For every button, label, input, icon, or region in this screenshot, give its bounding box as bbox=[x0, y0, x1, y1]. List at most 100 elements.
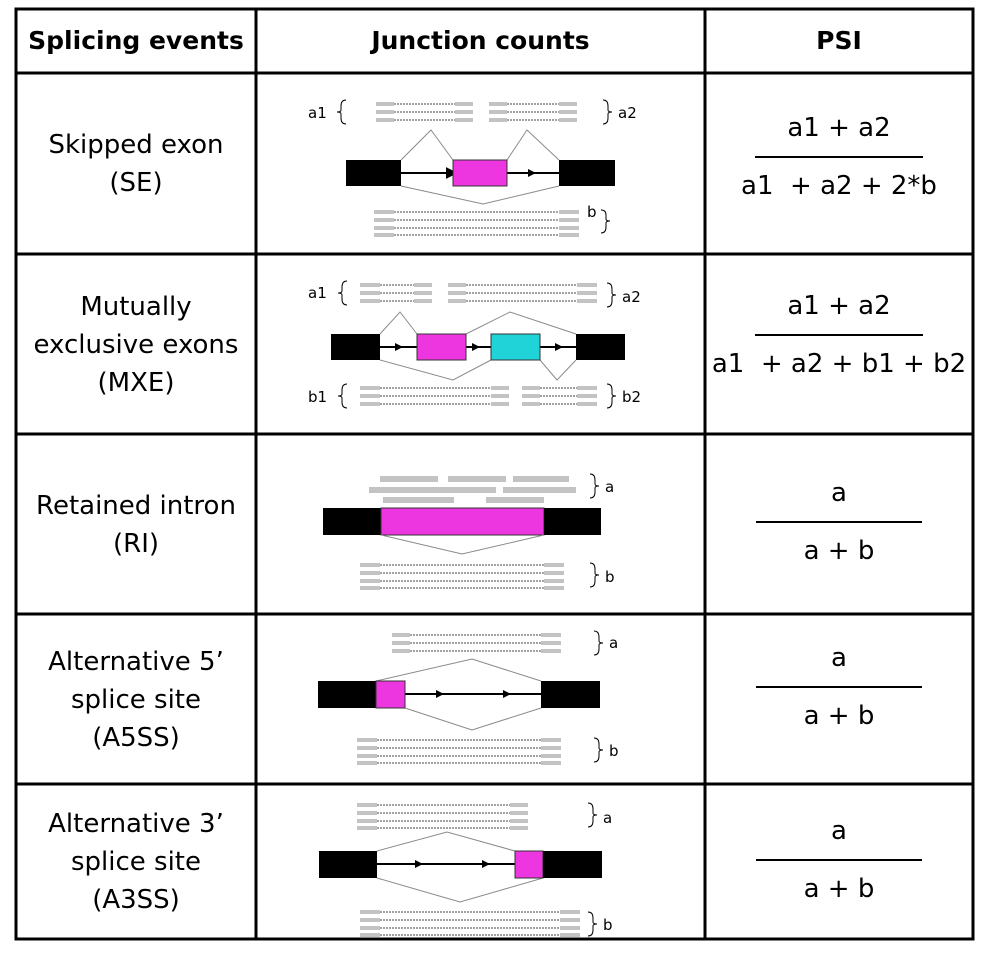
direction-arrow bbox=[528, 169, 536, 177]
header-junction-counts: Junction counts bbox=[371, 25, 590, 55]
constitutive-exon-upstream bbox=[319, 851, 377, 878]
direction-arrow bbox=[472, 343, 480, 351]
brace-b bbox=[593, 737, 604, 763]
psi-numerator: a bbox=[831, 478, 847, 508]
psi-denominator: a1 + a2 + 2*b bbox=[741, 171, 937, 201]
read-group-b1 bbox=[360, 386, 509, 406]
read-group-a bbox=[357, 803, 528, 830]
read-group-b2 bbox=[522, 386, 597, 406]
header-psi: PSI bbox=[816, 25, 862, 55]
label-a: a bbox=[605, 478, 614, 496]
junction-path bbox=[379, 311, 418, 335]
junction-path bbox=[465, 311, 577, 335]
label-b: b bbox=[587, 203, 597, 221]
diagram-mxe: a1 a2 bbox=[308, 280, 641, 409]
constitutive-exon-downstream bbox=[559, 160, 615, 186]
psi-formula-a5ss: a a + b bbox=[718, 642, 960, 732]
label-b: b bbox=[603, 916, 613, 934]
read-group-b bbox=[357, 738, 561, 765]
event-alternative-3-splice-site: Alternative 3’ splice site (A3SS) bbox=[48, 809, 224, 915]
brace-a bbox=[593, 630, 604, 656]
fraction-bar bbox=[755, 334, 923, 336]
brace-a bbox=[589, 473, 600, 499]
psi-formula-ri: a a + b bbox=[718, 477, 960, 567]
event-alternative-5-splice-site: Alternative 5’ splice site (A5SS) bbox=[48, 646, 224, 753]
junction-path bbox=[404, 707, 542, 731]
constitutive-exon-upstream bbox=[323, 508, 381, 535]
constitutive-exon-downstream bbox=[544, 508, 601, 535]
fraction-bar bbox=[755, 156, 923, 158]
junction-path-inclusion-left bbox=[400, 129, 454, 161]
read-group-a2 bbox=[489, 102, 577, 122]
direction-arrow bbox=[482, 860, 490, 868]
alternative-exon bbox=[452, 159, 508, 187]
psi-formula-mxe: a1 + a2 a1 + a2 + b1 + b2 bbox=[708, 290, 970, 380]
psi-denominator: a1 + a2 + b1 + b2 bbox=[711, 349, 967, 379]
label-b2: b2 bbox=[622, 388, 641, 406]
junction-path bbox=[375, 658, 542, 682]
diagram-ri: a b bbox=[323, 473, 615, 590]
read-group-a1 bbox=[360, 283, 432, 303]
psi-formula-a3ss: a a + b bbox=[718, 815, 960, 905]
junction-path-splicing bbox=[380, 534, 545, 555]
fraction-bar bbox=[756, 686, 922, 688]
label-b1: b1 bbox=[308, 388, 327, 406]
psi-numerator: a bbox=[831, 816, 847, 846]
direction-arrow bbox=[555, 343, 563, 351]
brace-b2 bbox=[606, 383, 617, 409]
label-b: b bbox=[609, 742, 619, 760]
constitutive-exon-upstream bbox=[318, 681, 376, 708]
label-a1: a1 bbox=[308, 284, 327, 302]
direction-arrow bbox=[503, 690, 511, 698]
constitutive-exon-downstream bbox=[543, 851, 602, 878]
brace-b bbox=[587, 911, 598, 937]
direction-arrow bbox=[395, 343, 403, 351]
label-a2: a2 bbox=[618, 104, 637, 122]
brace-b bbox=[600, 209, 611, 234]
read-group-a bbox=[392, 633, 561, 653]
brace-a2 bbox=[602, 99, 613, 125]
constitutive-exon-upstream bbox=[331, 334, 380, 360]
event-mutually-exclusive-exons: Mutually exclusive exons (MXE) bbox=[33, 291, 239, 398]
psi-numerator: a1 + a2 bbox=[787, 291, 891, 321]
alternative-3-extension bbox=[514, 850, 544, 879]
brace-b bbox=[589, 562, 600, 588]
junction-path bbox=[379, 359, 492, 381]
constitutive-exon-upstream bbox=[346, 160, 401, 186]
junction-path-inclusion-right bbox=[506, 129, 560, 161]
exclusive-exon-2 bbox=[490, 333, 541, 361]
label-a2: a2 bbox=[622, 288, 641, 306]
junction-path-skipping bbox=[400, 185, 560, 205]
read-group-a1 bbox=[376, 102, 473, 122]
label-b: b bbox=[605, 568, 615, 586]
exclusive-exon-1 bbox=[416, 333, 467, 361]
psi-formula-se: a1 + a2 a1 + a2 + 2*b bbox=[718, 112, 960, 202]
direction-arrow bbox=[415, 860, 423, 868]
psi-numerator: a bbox=[831, 643, 847, 673]
alternative-5-extension bbox=[375, 680, 406, 709]
psi-denominator: a + b bbox=[803, 701, 875, 731]
psi-numerator: a1 + a2 bbox=[787, 113, 891, 143]
junction-path bbox=[539, 359, 577, 381]
direction-arrow bbox=[436, 690, 444, 698]
read-group-a bbox=[369, 476, 576, 503]
junction-path bbox=[376, 877, 544, 903]
constitutive-exon-downstream bbox=[576, 334, 625, 360]
brace-a bbox=[587, 802, 598, 828]
brace-a1 bbox=[336, 99, 347, 125]
event-retained-intron: Retained intron (RI) bbox=[36, 490, 236, 559]
psi-denominator: a + b bbox=[803, 874, 875, 904]
event-skipped-exon: Skipped exon (SE) bbox=[48, 130, 224, 198]
constitutive-exon-downstream bbox=[541, 681, 600, 708]
header-splicing-events: Splicing events bbox=[28, 25, 244, 55]
read-group-b bbox=[374, 210, 579, 237]
read-group-b bbox=[360, 910, 580, 937]
fraction-bar bbox=[756, 859, 922, 861]
label-a: a bbox=[609, 634, 618, 652]
read-group-a2 bbox=[448, 283, 597, 303]
diagram-a5ss: a b bbox=[318, 630, 619, 765]
diagram-a3ss: a b bbox=[319, 802, 613, 937]
read-group-b bbox=[360, 563, 564, 590]
junction-path bbox=[376, 831, 516, 852]
